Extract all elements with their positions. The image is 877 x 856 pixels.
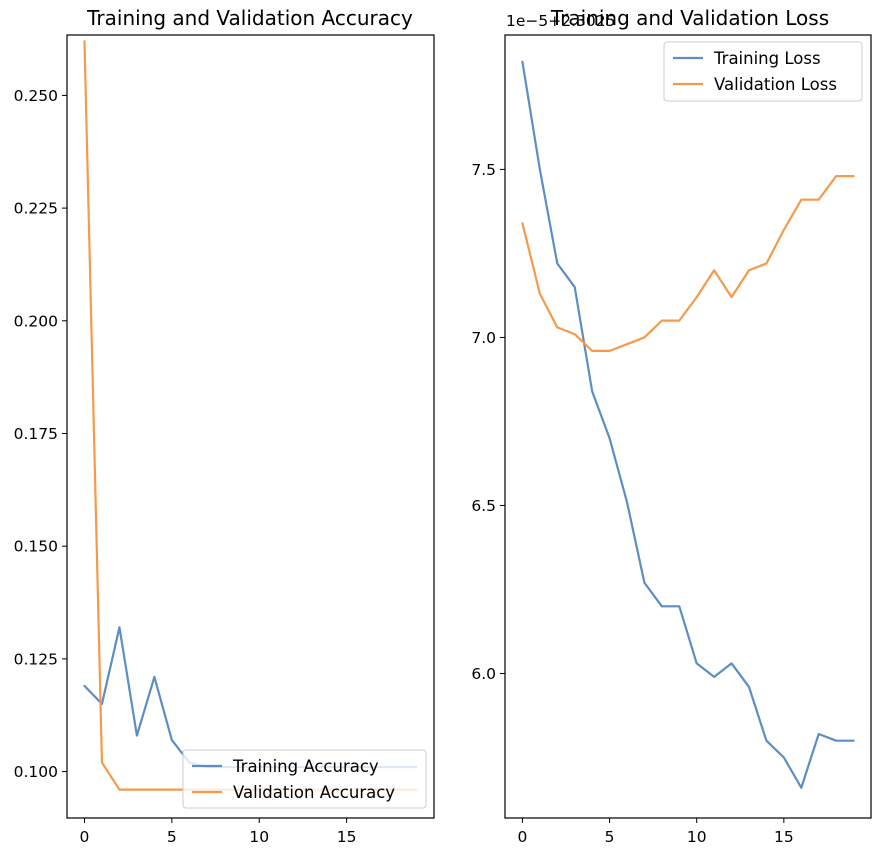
loss-series-validation-loss-line xyxy=(521,175,855,352)
accuracy-y-tick-label: 0.175 xyxy=(14,425,58,443)
accuracy-y-tick-label: 0.225 xyxy=(14,200,58,218)
loss-y-tick-label: 7.0 xyxy=(471,329,496,347)
accuracy-x-tick-label: 5 xyxy=(167,828,177,846)
loss-series-training-loss-line xyxy=(521,60,855,789)
accuracy-x-tick-label: 0 xyxy=(80,828,90,846)
accuracy-x-tick-label: 15 xyxy=(337,828,357,846)
accuracy-y-tick-label: 0.250 xyxy=(14,87,58,105)
accuracy-legend-label-training-accuracy: Training Accuracy xyxy=(232,757,379,776)
loss-x-tick-label: 10 xyxy=(687,828,707,846)
loss-y-tick-label: 6.0 xyxy=(471,665,496,683)
loss-x-tick-label: 15 xyxy=(774,828,794,846)
loss-x-tick-label: 5 xyxy=(605,828,615,846)
accuracy-legend xyxy=(182,749,427,809)
loss-legend xyxy=(663,41,863,102)
loss-plot-area xyxy=(504,34,872,819)
accuracy-chart-title: Training and Validation Accuracy xyxy=(86,6,413,30)
accuracy-y-tick-label: 0.100 xyxy=(14,763,58,781)
loss-y-tick-label: 6.5 xyxy=(471,497,496,515)
accuracy-y-tick-label: 0.150 xyxy=(14,538,58,556)
accuracy-plot-area xyxy=(66,34,435,819)
loss-offset-label: 1e−5+2.3025 xyxy=(506,12,615,30)
accuracy-y-tick-label: 0.125 xyxy=(14,650,58,668)
accuracy-legend-label-validation-accuracy: Validation Accuracy xyxy=(233,783,395,802)
accuracy-chart: Training and Validation Accuracy 0 5 10 15 0… xyxy=(14,6,435,846)
loss-chart: Training and Validation Loss 1e−5+2.3025… xyxy=(471,6,872,846)
accuracy-y-tick-label: 0.200 xyxy=(14,312,58,330)
loss-x-tick-label: 0 xyxy=(517,828,527,846)
loss-legend-label-validation-loss: Validation Loss xyxy=(714,75,837,94)
loss-chart-title: Training and Validation Loss xyxy=(550,6,829,30)
accuracy-x-tick-label: 10 xyxy=(249,828,269,846)
loss-legend-label-training-loss: Training Loss xyxy=(713,49,821,68)
loss-y-tick-label: 7.5 xyxy=(471,161,496,179)
